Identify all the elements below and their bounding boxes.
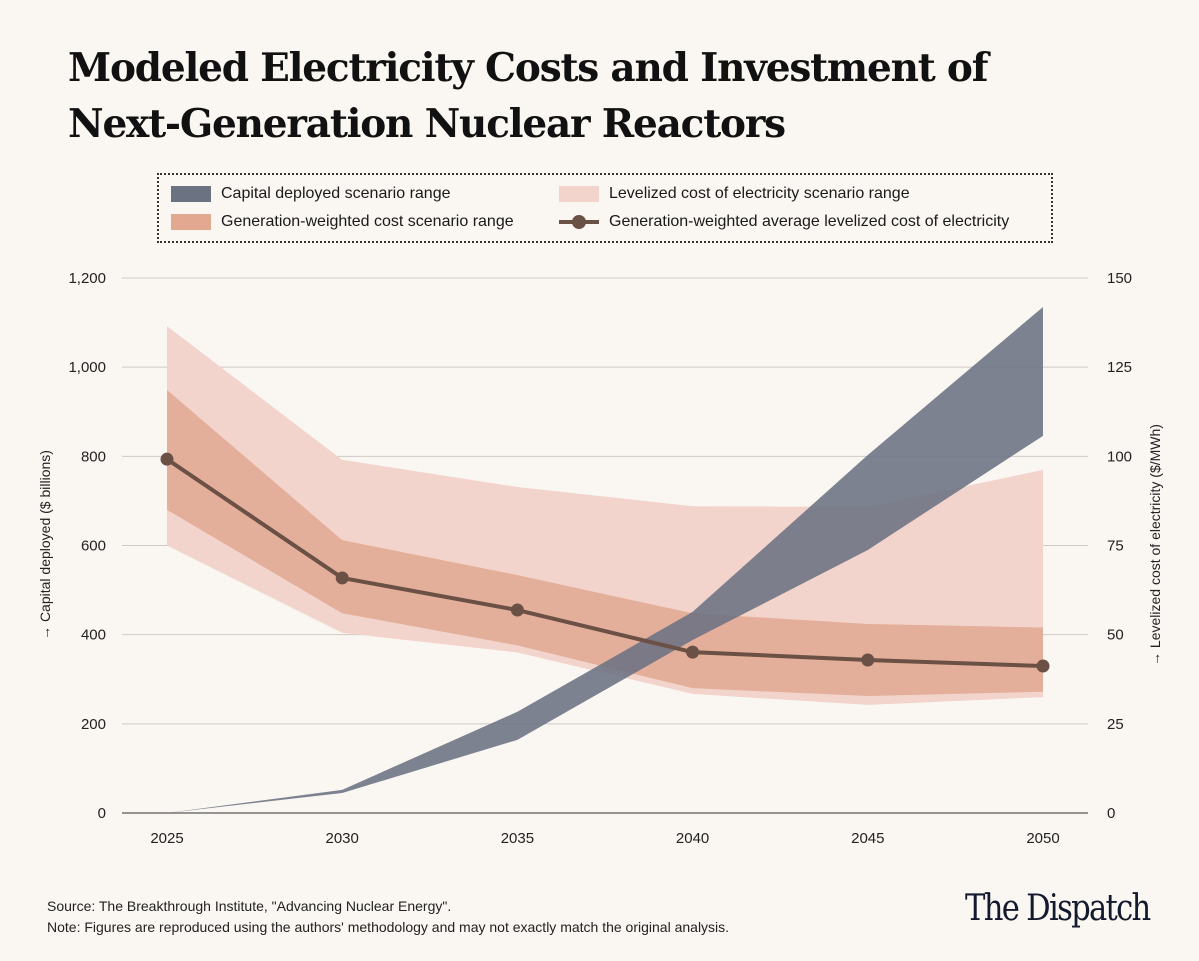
footer: Source: The Breakthrough Institute, "Adv…	[47, 896, 729, 938]
avg-lcoe-line	[165, 457, 1044, 669]
y-tick-left: 1,000	[68, 359, 106, 376]
legend-item-capital: Capital deployed scenario range	[171, 185, 450, 203]
y-tick-right: 125	[1107, 359, 1132, 376]
gen-weighted-range-band	[167, 389, 1043, 697]
y-tick-right: 150	[1107, 270, 1132, 287]
avg-lcoe-point	[1036, 659, 1050, 673]
y-tick-left: 800	[81, 448, 106, 465]
y-tick-left: 0	[98, 805, 106, 822]
chart-title: Modeled Electricity Costs and Investment…	[68, 40, 989, 152]
y-tick-right: 25	[1107, 716, 1124, 733]
y-tick-left: 1,200	[68, 270, 106, 287]
x-tick: 2040	[676, 830, 709, 847]
y-tick-left: 400	[81, 627, 106, 644]
y-tick-right: 50	[1107, 627, 1124, 644]
legend-swatch	[171, 214, 211, 230]
y-tick-right: 100	[1107, 448, 1132, 465]
x-tick: 2030	[326, 830, 359, 847]
title-line-2: Next-Generation Nuclear Reactors	[68, 101, 786, 147]
x-tick: 2045	[851, 830, 884, 847]
y-axis-label-right: → Levelized cost of electricity ($/MWh)	[1147, 424, 1163, 666]
legend-item-avg: Generation-weighted average levelized co…	[559, 213, 1009, 231]
y-tick-right: 75	[1107, 538, 1124, 555]
the-dispatch-logo: The Dispatch	[965, 888, 1151, 929]
legend: Capital deployed scenario range Levelize…	[157, 173, 1053, 243]
legend-label: Generation-weighted cost scenario range	[221, 213, 514, 230]
methodology-note: Note: Figures are reproduced using the a…	[47, 919, 730, 935]
y-tick-left: 600	[81, 538, 106, 555]
legend-item-gen: Generation-weighted cost scenario range	[171, 213, 514, 231]
source-note: Source: The Breakthrough Institute, "Adv…	[47, 898, 452, 914]
x-tick: 2025	[150, 830, 183, 847]
y-tick-left: 200	[81, 716, 106, 733]
legend-label: Capital deployed scenario range	[221, 185, 451, 202]
legend-label: Levelized cost of electricity scenario r…	[609, 185, 910, 202]
y-axis-label-left: → Capital deployed ($ billions)	[37, 450, 53, 640]
avg-lcoe-point	[160, 452, 174, 466]
y-tick-right: 0	[1107, 805, 1115, 822]
legend-swatch	[559, 186, 599, 202]
avg-lcoe-point	[686, 645, 700, 659]
avg-lcoe-point	[335, 571, 349, 585]
avg-lcoe-point	[861, 653, 875, 667]
avg-lcoe-point	[510, 603, 524, 617]
x-tick: 2035	[501, 830, 534, 847]
legend-item-lcoe: Levelized cost of electricity scenario r…	[559, 185, 910, 203]
legend-label: Generation-weighted average levelized co…	[609, 213, 1010, 230]
title-line-1: Modeled Electricity Costs and Investment…	[68, 45, 989, 91]
legend-swatch	[171, 186, 211, 202]
x-tick: 2050	[1026, 830, 1059, 847]
line-marker-icon	[559, 214, 599, 230]
